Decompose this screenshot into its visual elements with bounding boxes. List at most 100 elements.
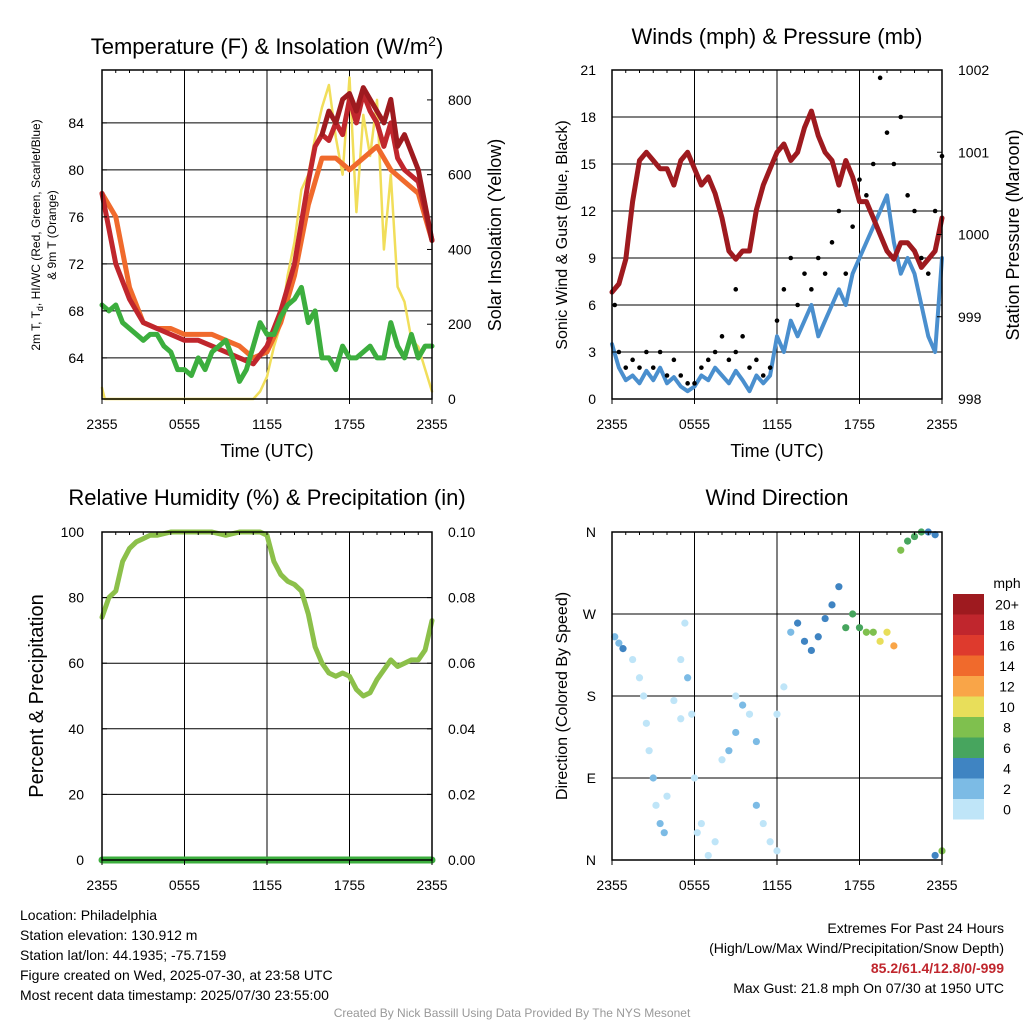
dir-point (752, 737, 760, 746)
wind-gust-point (726, 357, 732, 363)
dir-point (780, 683, 788, 691)
temp-grid (102, 70, 432, 399)
temp-xtick-label-3: 1755 (334, 416, 365, 432)
wind-gust-point (767, 365, 773, 370)
wind-gust-point (637, 365, 642, 370)
latlon-text: Station lat/lon: 44.1935; -75.7159 (20, 947, 227, 963)
rh-y2tick-label-2: 0.04 (448, 721, 475, 737)
dir-xtick-label-2: 1155 (762, 877, 792, 893)
rh-xtick-label-3: 1755 (334, 877, 365, 893)
rh-ytick-label-5: 100 (61, 524, 85, 540)
rh-xtick-label-4: 2355 (416, 877, 447, 893)
dir-point (773, 847, 781, 855)
wind-gust-point (815, 255, 821, 261)
dir-point (640, 692, 648, 700)
dir-point (931, 851, 939, 860)
colorbar-swatch-3 (953, 655, 984, 676)
temp-ytick-label-3: 76 (68, 209, 84, 225)
temp-ytick-label-1: 68 (68, 303, 84, 319)
wind-gust-point (884, 130, 890, 135)
dir-point (670, 696, 678, 705)
wind-gust-point (616, 349, 622, 355)
wind-gust-point (912, 208, 917, 214)
wind-ytick-label-5: 15 (580, 156, 596, 172)
wind-gust-point (644, 349, 649, 355)
dir-ytick-label-1: E (587, 770, 596, 786)
dir-point (718, 756, 726, 764)
temp-ytick-label-0: 64 (68, 350, 84, 366)
dir-point (635, 674, 644, 682)
dir-point (629, 655, 637, 664)
wind-series-pressure (609, 108, 945, 295)
wind-gust-point (802, 271, 807, 276)
dir-points (611, 528, 946, 860)
wind-gust-point (671, 357, 677, 363)
temp-ytick-label-2: 72 (68, 256, 84, 272)
dir-point (615, 639, 623, 647)
dir-point (704, 851, 712, 860)
wind-gust-point (905, 193, 910, 198)
wind-gust-point (891, 161, 897, 167)
dir-point (773, 710, 781, 718)
dir-point (645, 747, 653, 755)
colorbar-label-7: 6 (1003, 740, 1011, 756)
wind-ytick-label-3: 9 (588, 250, 596, 266)
colorbar-swatch-8 (953, 758, 984, 779)
dir-point (904, 537, 912, 545)
temp-ylabel-left-line1: 2m T, Td, HI/WC (Red, Green, Scarlet/Blu… (29, 119, 45, 350)
colorbar-swatch-1 (953, 614, 984, 635)
wind-xtick-label-1: 0555 (679, 416, 710, 432)
dir-point (890, 642, 898, 650)
wind-gust-point (898, 114, 904, 120)
wind-gust-point (822, 271, 828, 276)
rh-title: Relative Humidity (%) & Precipitation (i… (68, 485, 465, 510)
wind-gust-point (740, 334, 745, 339)
rh-y2tick-label-4: 0.08 (448, 590, 475, 606)
wind-ytick-label-6: 18 (580, 109, 596, 125)
temp-xtick-label-2: 1155 (252, 416, 282, 432)
dir-point (814, 633, 822, 641)
rh-grid (102, 532, 432, 860)
rh-y2tick-label-3: 0.06 (448, 655, 475, 671)
rh-ylabel-left: Percent & Precipitation (26, 594, 48, 797)
temp-y2tick-label-1: 200 (448, 316, 472, 332)
wind-gust-point (747, 365, 752, 370)
wind-y2tick-label-1: 999 (958, 309, 982, 325)
temp-ytick-label-5: 84 (68, 115, 84, 131)
dir-point (745, 710, 754, 718)
colorbar-swatch-0 (953, 594, 984, 615)
wind-gust-point (657, 349, 663, 355)
dir-xtick-label-1: 0555 (679, 877, 710, 893)
extremes-title: Extremes For Past 24 Hours (827, 920, 1004, 936)
dir-point (752, 801, 760, 809)
dir-point (677, 715, 685, 723)
dir-point (910, 532, 919, 541)
wind-gust-point (864, 193, 869, 198)
wind-gust-point (809, 287, 814, 292)
temp-y2tick-label-3: 600 (448, 167, 472, 183)
dir-point (876, 637, 884, 645)
colorbar-label-2: 16 (999, 637, 1015, 653)
rh-ytick-label-3: 60 (68, 655, 84, 671)
wind-ylabel-right: Station Pressure (Maroon) (1003, 129, 1023, 340)
wind-gust-point (623, 365, 629, 370)
wind-gust-point (685, 381, 690, 386)
colorbar-swatch-10 (953, 799, 984, 820)
rh-ytick-label-1: 20 (68, 786, 84, 802)
rh-ytick-label-0: 0 (76, 852, 84, 868)
wind-gust-point (678, 373, 684, 378)
colorbar-swatch-2 (953, 635, 984, 656)
dir-xtick-label-4: 2355 (926, 877, 957, 893)
wind-y2tick-label-3: 1001 (958, 144, 989, 160)
dir-point (842, 624, 850, 632)
max-gust-text: Max Gust: 21.8 mph On 07/30 at 1950 UTC (733, 980, 1004, 996)
wind-title: Winds (mph) & Pressure (mb) (632, 24, 923, 49)
dir-ylabel-left: Direction (Colored By Speed) (554, 592, 571, 800)
wind-gust-point (836, 208, 842, 214)
dir-point (681, 619, 689, 627)
dir-point (787, 628, 795, 636)
temp-xtick-label-1: 0555 (169, 416, 200, 432)
dir-point (732, 692, 740, 700)
temp-ylabel-right: Solar Insolation (Yellow) (485, 139, 505, 331)
